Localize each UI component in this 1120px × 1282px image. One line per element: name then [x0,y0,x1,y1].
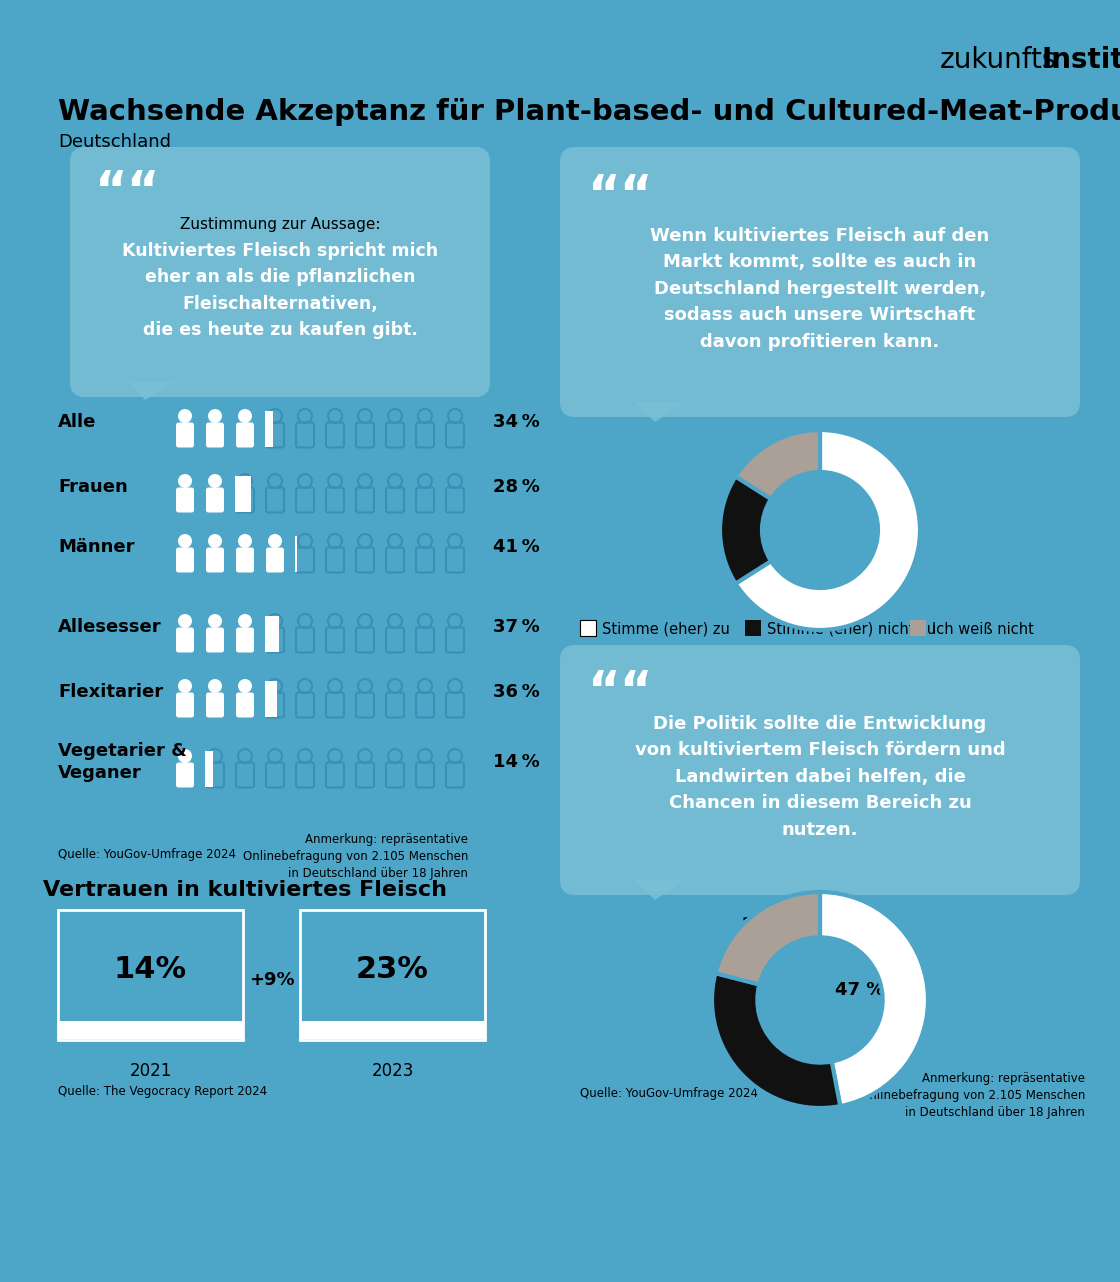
Text: Wachsende Akzeptanz für Plant-based- und Cultured-Meat-Produkte: Wachsende Akzeptanz für Plant-based- und… [58,97,1120,126]
Text: 47 %: 47 % [836,981,885,999]
Text: ““: ““ [588,172,653,221]
Text: ““: ““ [95,168,160,215]
Wedge shape [736,429,920,629]
Polygon shape [635,879,685,900]
Text: 28 %: 28 % [493,478,540,496]
Wedge shape [720,477,771,583]
Text: 2023: 2023 [372,1061,413,1079]
Text: 36 %: 36 % [493,683,540,701]
Circle shape [237,679,252,694]
Text: Quelle: YouGov-Umfrage 2024: Quelle: YouGov-Umfrage 2024 [58,847,236,862]
Circle shape [237,614,252,628]
FancyBboxPatch shape [236,692,254,718]
Text: 32 %: 32 % [716,1017,765,1035]
Text: Stimme (eher) zu: Stimme (eher) zu [603,622,730,636]
FancyBboxPatch shape [236,423,254,447]
FancyBboxPatch shape [176,692,194,718]
Wedge shape [820,892,928,1106]
FancyBboxPatch shape [176,547,194,573]
Text: Institut: Institut [1042,46,1120,74]
Text: 2021: 2021 [129,1061,171,1079]
Bar [745,620,760,636]
Text: Ich weiß nicht: Ich weiß nicht [932,622,1034,636]
Circle shape [208,614,222,628]
Text: Frauen: Frauen [58,478,128,496]
FancyBboxPatch shape [176,627,194,653]
Text: Stimme (eher) nicht zu: Stimme (eher) nicht zu [767,622,936,636]
Text: 16 %: 16 % [757,462,803,479]
Text: 41 %: 41 % [493,538,540,556]
FancyBboxPatch shape [236,627,254,653]
FancyBboxPatch shape [69,147,491,397]
Circle shape [178,535,192,547]
FancyBboxPatch shape [206,547,224,573]
FancyBboxPatch shape [206,487,224,513]
Text: zukunfts: zukunfts [940,46,1057,74]
Text: ““: ““ [588,668,653,717]
Text: Deutschland: Deutschland [58,133,171,151]
FancyBboxPatch shape [560,645,1080,895]
Bar [295,536,297,572]
Wedge shape [736,429,820,499]
FancyBboxPatch shape [176,423,194,447]
Text: 37 %: 37 % [493,618,540,636]
Text: +9%: +9% [249,970,295,988]
Bar [909,620,926,636]
Text: Flexitarier: Flexitarier [58,683,164,701]
FancyBboxPatch shape [206,627,224,653]
Circle shape [178,749,192,763]
Polygon shape [130,382,175,400]
Circle shape [237,535,252,547]
Circle shape [208,409,222,423]
Circle shape [208,535,222,547]
Text: Quelle: The Vegocracy Report 2024: Quelle: The Vegocracy Report 2024 [58,1085,268,1097]
Text: Männer: Männer [58,538,134,556]
Bar [205,751,213,787]
Text: 14%: 14% [114,955,187,985]
FancyBboxPatch shape [176,763,194,787]
Circle shape [208,474,222,488]
Text: 23%: 23% [356,955,429,985]
Text: Allesesser: Allesesser [58,618,161,636]
FancyBboxPatch shape [206,692,224,718]
FancyBboxPatch shape [176,487,194,513]
Bar [265,681,277,717]
Text: Vertrauen in kultiviertes Fleisch: Vertrauen in kultiviertes Fleisch [43,879,447,900]
Circle shape [178,474,192,488]
FancyBboxPatch shape [206,423,224,447]
Circle shape [178,409,192,423]
Bar [58,1020,243,1038]
Text: Alle: Alle [58,413,96,431]
Bar [580,620,596,636]
Bar [300,1020,485,1038]
Polygon shape [635,403,685,422]
Text: Anmerkung: repräsentative
Onlinebefragung von 2.105 Menschen
in Deutschland über: Anmerkung: repräsentative Onlinebefragun… [243,833,468,879]
Circle shape [208,679,222,694]
Bar [265,615,279,653]
Text: 21 %: 21 % [743,917,787,935]
Text: Anmerkung: repräsentative
Onlinebefragung von 2.105 Menschen
in Deutschland über: Anmerkung: repräsentative Onlinebefragun… [860,1072,1085,1119]
Circle shape [268,535,282,547]
Text: 18%: 18% [724,536,766,554]
Text: 14 %: 14 % [493,753,540,770]
Text: Die Politik sollte die Entwicklung
von kultiviertem Fleisch fördern und
Landwirt: Die Politik sollte die Entwicklung von k… [635,715,1006,838]
Wedge shape [712,973,840,1108]
Text: Vegetarier &
Veganer: Vegetarier & Veganer [58,742,187,782]
Text: Kultiviertes Fleisch spricht mich
eher an als die pflanzlichen
Fleischalternativ: Kultiviertes Fleisch spricht mich eher a… [122,242,438,340]
Text: Quelle: YouGov-Umfrage 2024: Quelle: YouGov-Umfrage 2024 [580,1087,758,1100]
Circle shape [237,409,252,423]
Bar [265,412,273,447]
Wedge shape [716,892,820,985]
Circle shape [178,679,192,694]
FancyBboxPatch shape [560,147,1080,417]
FancyBboxPatch shape [267,547,284,573]
Text: Wenn kultiviertes Fleisch auf den
Markt kommt, sollte es auch in
Deutschland her: Wenn kultiviertes Fleisch auf den Markt … [651,227,990,350]
Bar [235,476,251,512]
Text: 34 %: 34 % [493,413,540,431]
FancyBboxPatch shape [236,547,254,573]
Text: Zustimmung zur Aussage:: Zustimmung zur Aussage: [179,217,381,232]
Circle shape [178,614,192,628]
